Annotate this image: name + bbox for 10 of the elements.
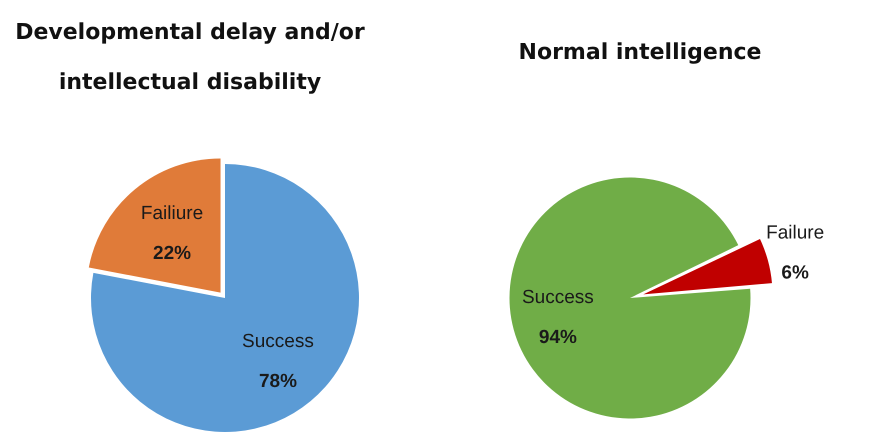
data-label: 78% (258, 371, 298, 392)
chart-title: Developmental delay and/or intellectual disability (14, 19, 366, 97)
slice-label: Success (242, 331, 314, 352)
slice-label: Failure (766, 222, 824, 244)
data-label: 22% (153, 243, 192, 264)
data-label: 6% (781, 262, 809, 284)
slice-label: Success (522, 286, 594, 308)
slice-label: Failiure (140, 203, 204, 224)
chart-title: Normal intelligence (518, 39, 762, 67)
data-label: 94% (538, 326, 578, 348)
